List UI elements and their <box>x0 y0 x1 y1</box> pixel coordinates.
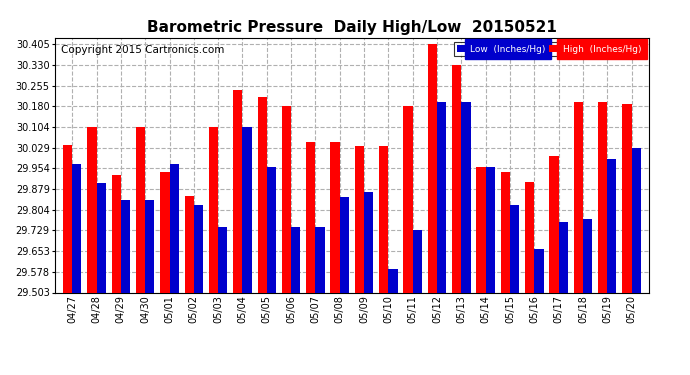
Bar <box>185 196 194 292</box>
Bar <box>209 127 218 292</box>
Bar <box>282 106 291 292</box>
Bar <box>160 172 170 292</box>
Bar <box>437 102 446 292</box>
Bar <box>428 44 437 292</box>
Bar <box>583 219 592 292</box>
Bar <box>413 230 422 292</box>
Bar <box>72 164 81 292</box>
Bar <box>331 142 339 292</box>
Bar <box>549 156 559 292</box>
Bar <box>242 127 252 292</box>
Bar <box>218 227 228 292</box>
Bar <box>136 127 145 292</box>
Bar <box>559 222 568 292</box>
Bar <box>145 200 155 292</box>
Bar <box>404 106 413 292</box>
Bar <box>315 227 325 292</box>
Bar <box>364 192 373 292</box>
Bar <box>476 167 486 292</box>
Bar <box>339 197 349 292</box>
Bar <box>379 146 388 292</box>
Bar <box>306 142 315 292</box>
Bar <box>112 175 121 292</box>
Text: Copyright 2015 Cartronics.com: Copyright 2015 Cartronics.com <box>61 45 224 55</box>
Bar <box>534 249 544 292</box>
Bar <box>257 97 267 292</box>
Bar <box>121 200 130 292</box>
Bar <box>631 148 641 292</box>
Bar <box>510 205 519 292</box>
Bar <box>452 65 462 292</box>
Bar <box>573 102 583 292</box>
Bar <box>598 102 607 292</box>
Legend: Low  (Inches/Hg), High  (Inches/Hg): Low (Inches/Hg), High (Inches/Hg) <box>454 42 644 56</box>
Bar <box>525 182 534 292</box>
Bar <box>622 104 631 292</box>
Bar <box>388 268 397 292</box>
Bar <box>97 183 106 292</box>
Bar <box>267 167 276 292</box>
Bar <box>355 146 364 292</box>
Bar <box>63 145 72 292</box>
Bar <box>607 159 616 292</box>
Bar <box>194 205 203 292</box>
Bar <box>88 127 97 292</box>
Bar <box>501 172 510 292</box>
Title: Barometric Pressure  Daily High/Low  20150521: Barometric Pressure Daily High/Low 20150… <box>147 20 557 35</box>
Bar <box>486 167 495 292</box>
Bar <box>291 227 300 292</box>
Bar <box>170 164 179 292</box>
Bar <box>462 102 471 292</box>
Bar <box>233 90 242 292</box>
